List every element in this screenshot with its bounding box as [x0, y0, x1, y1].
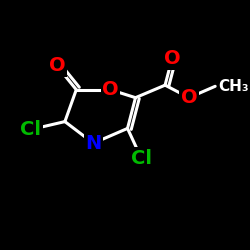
Text: CH₃: CH₃ [218, 79, 249, 94]
Text: O: O [48, 56, 65, 75]
Text: O: O [181, 88, 197, 107]
Text: O: O [164, 50, 180, 68]
Text: Cl: Cl [20, 120, 41, 139]
Text: N: N [85, 134, 102, 153]
Text: O: O [102, 80, 119, 99]
Text: Cl: Cl [131, 148, 152, 168]
